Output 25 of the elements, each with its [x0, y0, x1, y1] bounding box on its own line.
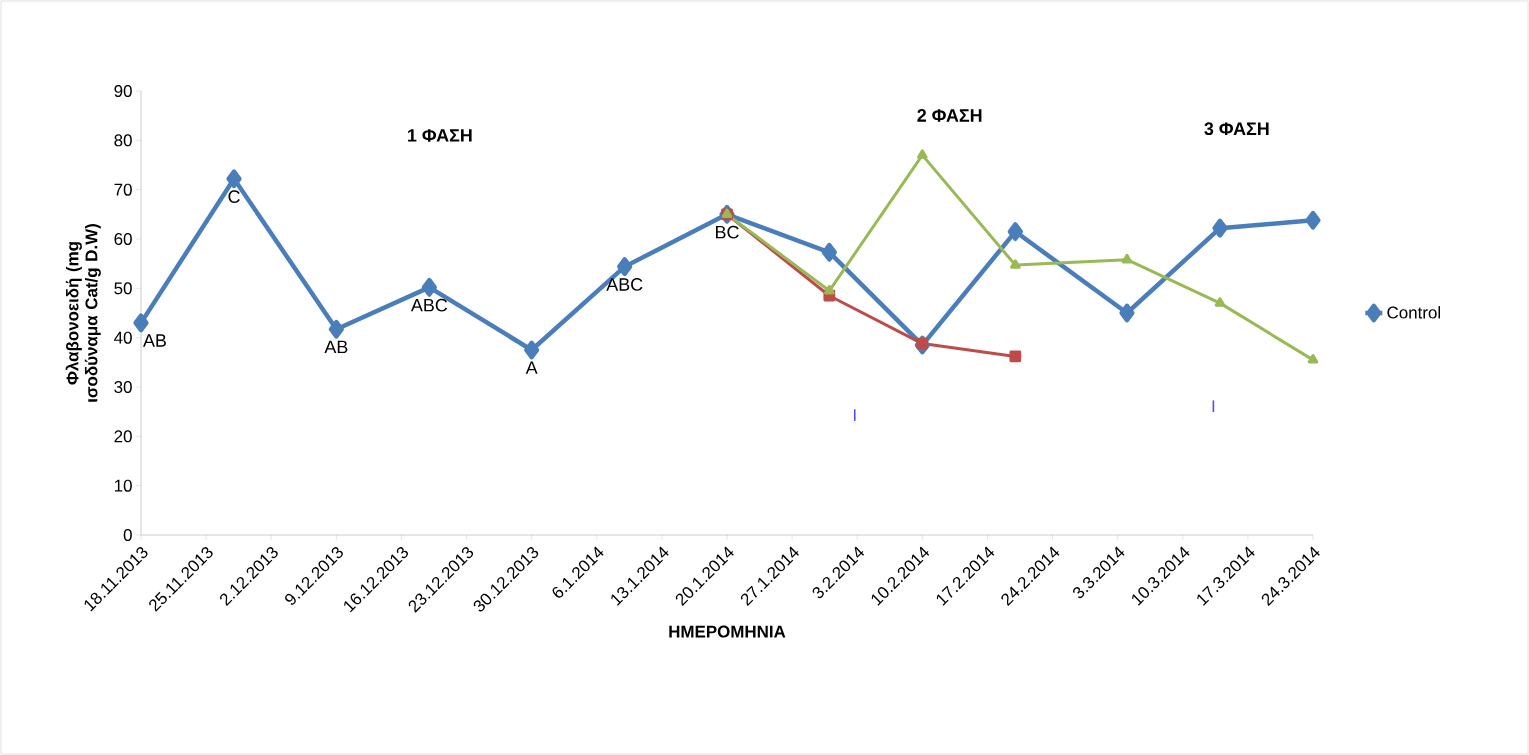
annotation: ABC — [410, 298, 448, 312]
y-tick-label: 30 — [114, 381, 132, 393]
annotation: I — [1212, 400, 1215, 413]
y-tick-label: 50 — [114, 282, 132, 295]
annotation: ABC — [606, 278, 643, 291]
annotation: I — [853, 409, 856, 421]
annotation: AB — [324, 340, 348, 354]
y-tick-label: 60 — [114, 233, 132, 245]
annotation: A — [525, 361, 538, 374]
y-tick-label: 10 — [114, 479, 132, 492]
annotation: 2 ΦΑΣΗ — [917, 109, 982, 122]
y-tick-label: 20 — [114, 430, 132, 443]
annotation: AB — [143, 334, 166, 347]
x-axis-title: ΗΜΕΡΟΜΗΝΙΑ — [669, 625, 786, 638]
legend-label: Control — [1387, 306, 1440, 319]
annotation: 1 ΦΑΣΗ — [408, 129, 472, 142]
y-tick-label: 0 — [123, 529, 132, 541]
y-tick-label: 70 — [114, 183, 132, 196]
y-axis-title: Φλαβονοειδή (mg ισοδύναμα Cat/g D.W) — [65, 224, 101, 402]
y-tick-label: 90 — [114, 85, 132, 97]
y-tick-label: 80 — [114, 134, 132, 147]
annotation: 3 ΦΑΣΗ — [1204, 122, 1269, 136]
y-tick-label: 40 — [114, 331, 132, 344]
annotation: C — [228, 190, 240, 203]
annotation: BC — [716, 225, 739, 239]
